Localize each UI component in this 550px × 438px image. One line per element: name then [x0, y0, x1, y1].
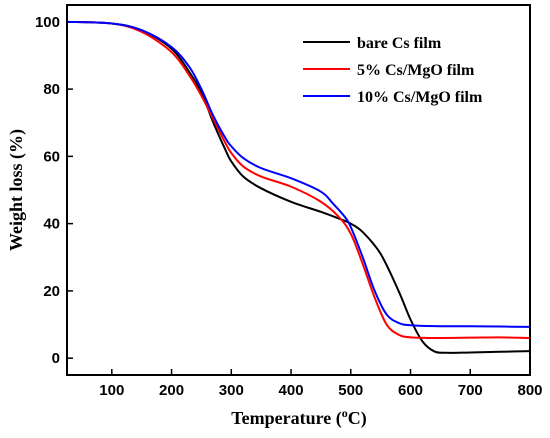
- x-tick-label: 400: [279, 382, 304, 399]
- legend-label-10-cs-mgo-film: 10% Cs/MgO film: [357, 89, 483, 106]
- y-tick-label: 20: [43, 283, 60, 300]
- tick-labels: 100 200 300 400 500 600 700 800 0 20 40 60 80 100: [35, 14, 543, 399]
- x-tick-label: 100: [99, 382, 124, 399]
- y-tick-label: 60: [43, 148, 60, 165]
- series-line-5-cs-mgo-film: [66, 20, 531, 340]
- series-line-10-cs-mgo-film: [66, 20, 531, 328]
- legend-label-5-cs-mgo-film: 5% Cs/MgO film: [357, 62, 475, 79]
- x-axis-title: Temperature (oC): [231, 406, 366, 429]
- x-tick-label: 800: [517, 382, 542, 399]
- series-line-bare-cs-film: [66, 20, 531, 354]
- legend-label-bare-cs-film: bare Cs film: [357, 35, 442, 52]
- y-tick-label: 80: [43, 81, 60, 98]
- x-tick-label: 600: [398, 382, 423, 399]
- plot-frame: [66, 4, 531, 376]
- x-tick-label: 300: [219, 382, 244, 399]
- x-tick-label: 500: [338, 382, 363, 399]
- y-tick-label: 40: [43, 216, 60, 233]
- x-tick-label: 700: [458, 382, 483, 399]
- y-tick-label: 100: [35, 14, 60, 31]
- y-tick-label: 0: [52, 350, 60, 367]
- x-tick-label: 200: [159, 382, 184, 399]
- legend: bare Cs film 5% Cs/MgO film 10% Cs/MgO fil…: [303, 35, 483, 106]
- series-lines: [66, 20, 531, 354]
- y-axis-title: Weight loss (%): [6, 129, 27, 251]
